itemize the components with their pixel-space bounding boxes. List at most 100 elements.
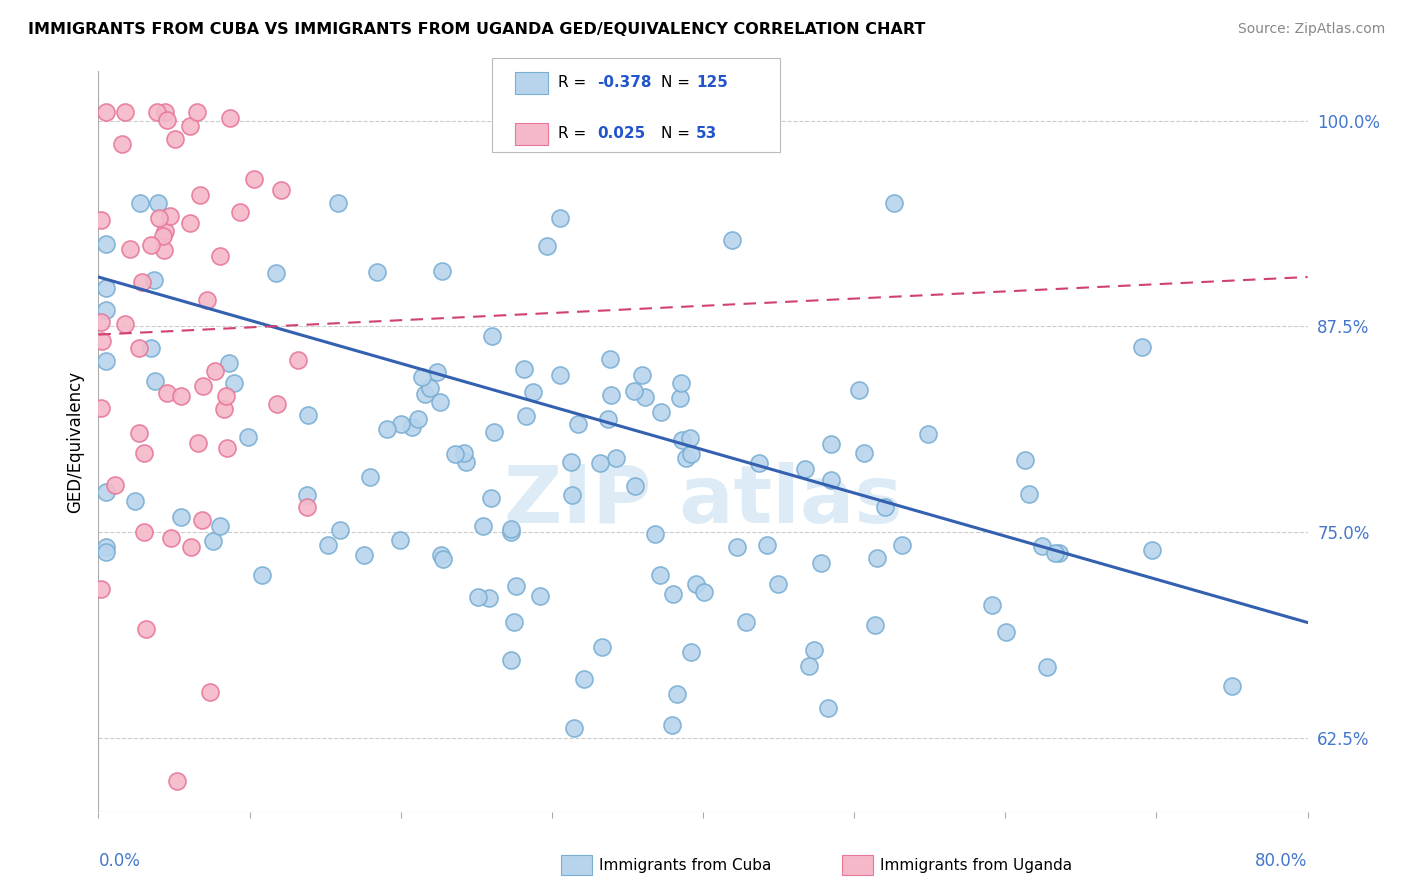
Point [605,450,627,465]
Point [118,242,141,256]
Point [766,577,789,591]
Point [165,132,187,146]
Text: 53: 53 [696,127,717,141]
Text: 0.025: 0.025 [598,127,645,141]
Point [863,618,886,632]
Point [630,368,652,382]
Point [128,341,150,355]
Point [671,434,693,448]
Point [1220,679,1243,693]
Point [415,387,437,401]
Point [217,441,239,455]
Point [1014,453,1036,467]
Point [143,374,166,388]
Point [561,488,583,502]
Point [114,105,136,120]
Point [212,402,235,417]
Point [159,210,181,224]
Point [560,455,582,469]
Point [152,228,174,243]
Point [128,196,150,211]
Point [721,234,744,248]
Point [359,469,381,483]
Point [90,213,112,227]
Text: -0.378: -0.378 [598,76,652,90]
Point [166,773,188,788]
Point [890,538,912,552]
Point [190,513,212,527]
Point [153,105,176,120]
Point [295,488,318,502]
Point [366,265,388,279]
Point [270,183,292,197]
Point [600,388,623,402]
Point [430,264,453,278]
Point [426,365,449,379]
Point [515,409,537,423]
Point [634,390,657,404]
Point [479,491,502,505]
Point [454,455,477,469]
Point [124,494,146,508]
Point [156,113,179,128]
Point [132,446,155,460]
Point [94,484,117,499]
Point [219,111,242,125]
Point [135,622,157,636]
Point [202,533,225,548]
Point [406,412,429,426]
Point [675,451,697,466]
Point [114,318,136,332]
Point [297,500,319,514]
Point [1043,546,1066,560]
Point [725,540,748,554]
Point [209,519,232,533]
Point [326,196,349,211]
Point [169,509,191,524]
Point [411,370,433,384]
Point [917,427,939,442]
Point [693,584,716,599]
Text: IMMIGRANTS FROM CUBA VS IMMIGRANTS FROM UGANDA GED/EQUIVALENCY CORRELATION CHART: IMMIGRANTS FROM CUBA VS IMMIGRANTS FROM … [28,22,925,37]
Point [208,249,231,263]
Point [94,354,117,368]
Point [375,422,398,436]
Point [644,527,666,541]
Point [669,391,692,405]
Point [502,615,524,629]
Point [148,211,170,226]
Point [572,673,595,687]
Point [419,381,441,395]
Point [111,137,134,152]
Point [179,119,201,133]
Text: 125: 125 [696,76,728,90]
Text: R =: R = [558,76,592,90]
Text: Immigrants from Uganda: Immigrants from Uganda [880,858,1073,872]
Point [513,362,536,376]
Point [198,685,221,699]
Point [820,436,842,450]
Point [141,237,163,252]
Point [481,328,503,343]
Text: N =: N = [661,76,695,90]
Point [179,216,201,230]
Point [501,521,523,535]
Point [598,411,620,425]
Point [131,275,153,289]
Point [90,582,112,597]
Point [180,540,202,554]
Point [681,645,703,659]
Point [236,429,259,443]
Point [482,425,505,440]
Point [444,447,467,461]
Point [104,477,127,491]
Point [567,417,589,432]
Point [90,315,112,329]
Point [401,420,423,434]
Point [562,721,585,735]
Point [1130,341,1153,355]
Point [96,105,118,120]
Point [90,334,112,348]
Point [592,640,614,654]
Point [141,341,163,355]
